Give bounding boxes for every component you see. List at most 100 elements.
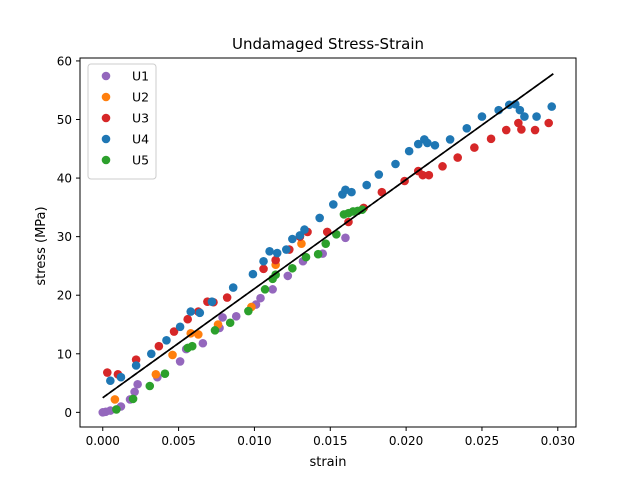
point-U3-29	[517, 125, 526, 134]
y-tick-label: 0	[64, 406, 72, 420]
point-U4-8	[207, 297, 217, 306]
point-U5-3	[160, 369, 170, 379]
y-axis-ticks: 0 10 20 30 40 50 60	[57, 54, 80, 420]
chart-marks	[98, 99, 557, 417]
point-U1-15	[256, 293, 265, 303]
x-axis-ticks: 0.000 0.005 0.010 0.015 0.020 0.025 0.030	[86, 427, 575, 448]
point-U3-23	[438, 162, 447, 171]
point-U4-6	[186, 307, 196, 316]
point-U1-10	[198, 338, 208, 348]
legend-box	[87, 63, 157, 180]
point-U5-14	[313, 249, 323, 259]
y-tick-label: 20	[57, 289, 72, 303]
point-U4-40	[547, 102, 557, 111]
x-axis-label: strain	[309, 455, 346, 470]
legend-label: U2	[132, 90, 149, 105]
point-U2-8	[297, 239, 306, 248]
point-U4-10	[248, 269, 258, 279]
point-U3-26	[486, 134, 496, 144]
point-U2-1	[151, 369, 161, 379]
point-U4-17	[300, 225, 309, 234]
point-U4-5	[175, 322, 185, 332]
point-U3-27	[501, 125, 511, 135]
point-U4-26	[404, 146, 414, 156]
point-U4-0	[106, 376, 115, 386]
legend-label: U1	[132, 69, 149, 84]
x-tick-label: 0.005	[161, 434, 195, 448]
point-U4-33	[477, 112, 487, 121]
point-U4-39	[532, 112, 541, 121]
point-U4-25	[391, 159, 400, 169]
point-U4-24	[374, 170, 384, 179]
point-U5-0	[112, 405, 121, 414]
point-U4-7	[195, 308, 205, 318]
point-U3-21	[418, 170, 428, 180]
point-U3-25	[470, 143, 479, 152]
legend-entry-U5: U5	[101, 153, 149, 168]
point-U1-5	[130, 387, 139, 397]
point-U4-11	[259, 256, 268, 266]
point-U4-14	[281, 245, 291, 254]
point-U2-2	[168, 350, 177, 360]
legend-entry-U2: U2	[101, 90, 149, 105]
y-tick-label: 50	[57, 113, 72, 127]
point-U3-5	[183, 314, 192, 324]
point-U3-18	[377, 187, 387, 197]
point-U4-38	[520, 112, 529, 121]
legend-marker	[101, 134, 111, 144]
point-U4-30	[430, 140, 440, 150]
point-U3-22	[424, 170, 434, 180]
point-U3-0	[103, 368, 112, 377]
x-tick-label: 0.025	[465, 434, 499, 448]
point-U4-2	[131, 361, 141, 370]
x-tick-label: 0.030	[541, 434, 575, 448]
legend-marker	[101, 113, 111, 123]
y-tick-label: 40	[57, 172, 72, 186]
plot-border	[79, 57, 577, 428]
point-U4-29	[423, 138, 432, 148]
legend-marker	[101, 92, 111, 102]
point-U4-4	[162, 336, 171, 345]
chart-title: Undamaged Stress-Strain	[232, 35, 424, 53]
point-U3-10	[259, 264, 268, 274]
point-U4-32	[462, 123, 472, 133]
point-U4-18	[315, 213, 324, 223]
series-U4	[106, 99, 557, 386]
point-U4-31	[445, 135, 455, 144]
fit-line-group	[102, 73, 554, 399]
point-U1-17	[283, 271, 293, 281]
point-U5-9	[260, 285, 270, 294]
point-U1-8	[175, 357, 185, 366]
point-U4-12	[265, 246, 274, 256]
point-U1-12	[218, 313, 227, 322]
point-U3-4	[169, 327, 179, 336]
point-U2-4	[194, 330, 203, 339]
point-U4-13	[272, 248, 282, 258]
point-U3-30	[530, 125, 540, 135]
legend-entry-U1: U1	[101, 69, 149, 84]
point-U4-16	[295, 231, 305, 240]
y-tick-label: 10	[57, 347, 72, 361]
point-U3-28	[514, 118, 523, 128]
legend: U1 U2 U3 U4 U5	[87, 63, 157, 180]
point-U4-22	[347, 187, 356, 197]
point-U4-23	[362, 180, 371, 190]
point-U3-24	[453, 153, 462, 162]
legend-label: U5	[132, 153, 149, 168]
point-U1-6	[133, 379, 142, 389]
point-U3-31	[544, 118, 553, 128]
point-U2-0	[110, 395, 120, 404]
x-tick-label: 0.015	[313, 434, 347, 448]
point-U5-12	[288, 263, 297, 273]
point-U1-16	[268, 285, 277, 294]
y-tick-label: 60	[57, 54, 72, 68]
point-U4-27	[413, 139, 423, 149]
y-axis-label: stress (MPa)	[34, 206, 49, 285]
point-U3-9	[222, 293, 232, 302]
point-U4-15	[288, 234, 297, 244]
point-U5-15	[321, 239, 331, 248]
fit-line-dashed	[102, 73, 554, 399]
x-tick-label: 0.000	[86, 434, 120, 448]
point-U5-7	[225, 318, 235, 328]
